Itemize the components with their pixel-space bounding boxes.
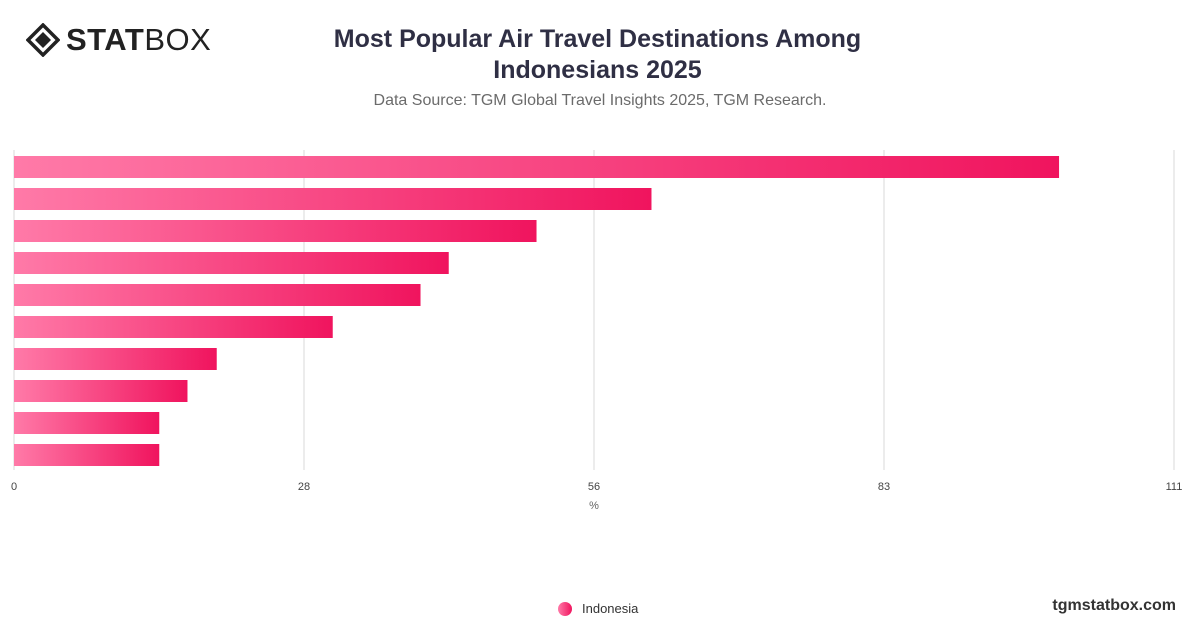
chart-title: Most Popular Air Travel Destinations Amo… xyxy=(333,25,862,84)
bar[interactable] xyxy=(14,348,217,370)
bar[interactable] xyxy=(14,188,652,210)
bar[interactable] xyxy=(14,380,188,402)
legend-label: Indonesia xyxy=(582,601,639,616)
bar[interactable] xyxy=(14,412,160,434)
site-url: tgmstatbox.com xyxy=(1052,597,1176,614)
bar[interactable] xyxy=(14,220,537,242)
legend-swatch xyxy=(558,601,572,616)
legend[interactable]: Indonesia xyxy=(558,601,638,616)
bar[interactable] xyxy=(14,316,333,338)
chart-subtitle: Data Source: TGM Global Travel Insights … xyxy=(373,92,827,109)
statbox-logo: STATBOX xyxy=(26,22,211,58)
x-tick-label: 56 xyxy=(588,481,600,493)
logo-text: STATBOX xyxy=(66,22,212,57)
diamond-logo-icon xyxy=(26,23,60,57)
bar[interactable] xyxy=(14,252,449,274)
x-tick-label: 28 xyxy=(298,481,310,493)
bar-chart: 0 28 56 83 111 % xyxy=(11,150,1182,512)
bars xyxy=(14,156,1060,466)
x-tick-label: 0 xyxy=(11,481,17,493)
bar[interactable] xyxy=(14,444,160,466)
x-tick-label: 83 xyxy=(878,481,890,493)
bar[interactable] xyxy=(14,284,421,306)
x-axis-label: % xyxy=(589,500,599,512)
bar[interactable] xyxy=(14,156,1060,178)
x-tick-label: 111 xyxy=(1166,481,1183,493)
x-tick-labels: 0 28 56 83 111 xyxy=(11,481,1182,493)
